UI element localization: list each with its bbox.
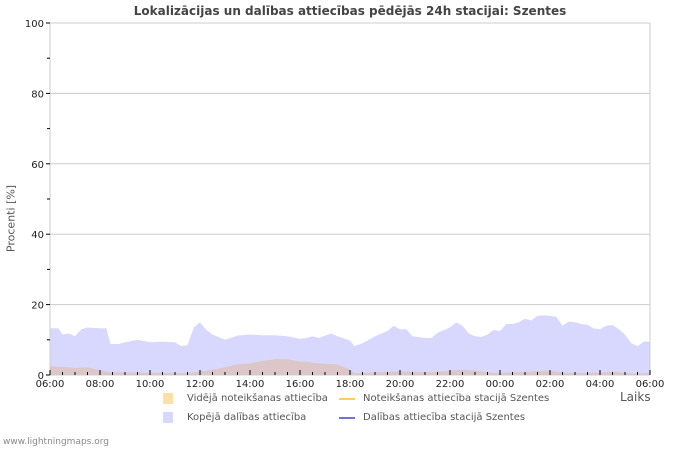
x-axis-label: Laiks bbox=[620, 390, 651, 404]
x-tick-label: 22:00 bbox=[436, 379, 465, 390]
x-tick-label: 10:00 bbox=[136, 379, 165, 390]
x-tick-label: 02:00 bbox=[536, 379, 565, 390]
footer-credit: www.lightningmaps.org bbox=[3, 437, 109, 447]
total-participation-area bbox=[50, 315, 650, 375]
x-tick-label: 14:00 bbox=[236, 379, 265, 390]
y-tick-label: 40 bbox=[31, 230, 44, 241]
y-tick-label: 80 bbox=[31, 89, 44, 100]
y-tick-label: 60 bbox=[31, 160, 44, 171]
x-tick-label: 06:00 bbox=[36, 379, 65, 390]
x-tick-label: 00:00 bbox=[486, 379, 515, 390]
legend-label: Dalības attiecība stacijā Szentes bbox=[363, 412, 526, 423]
x-tick-label: 16:00 bbox=[286, 379, 315, 390]
grid-lines bbox=[50, 92, 650, 306]
total-participation-swatch-icon bbox=[163, 412, 173, 423]
y-tick-label: 20 bbox=[31, 301, 44, 312]
x-tick-label: 20:00 bbox=[386, 379, 415, 390]
y-tick-label: 0 bbox=[38, 371, 44, 382]
y-tick-label: 100 bbox=[25, 19, 44, 30]
x-tick-label: 04:00 bbox=[586, 379, 615, 390]
axis-ticks: 0 20 40 60 80 100 06:00 08:00 10:00 12:00 14:00 16:… bbox=[25, 19, 665, 390]
station-detection-line-icon bbox=[339, 398, 355, 400]
chart-title: Lokalizācijas un dalības attiecības pēdē… bbox=[133, 4, 567, 18]
station-participation-line-icon bbox=[339, 417, 355, 419]
x-tick-label: 08:00 bbox=[86, 379, 115, 390]
legend-label: Noteikšanas attiecība stacijā Szentes bbox=[363, 393, 550, 404]
x-tick-label: 18:00 bbox=[336, 379, 365, 390]
avg-detection-swatch-icon bbox=[163, 393, 173, 404]
legend-label: Vidējā noteikšanas attiecība bbox=[187, 393, 328, 404]
legend-label: Kopējā dalības attiecība bbox=[187, 412, 307, 423]
x-tick-label: 12:00 bbox=[186, 379, 215, 390]
x-tick-label: 06:00 bbox=[636, 379, 665, 390]
data-areas bbox=[50, 315, 650, 375]
